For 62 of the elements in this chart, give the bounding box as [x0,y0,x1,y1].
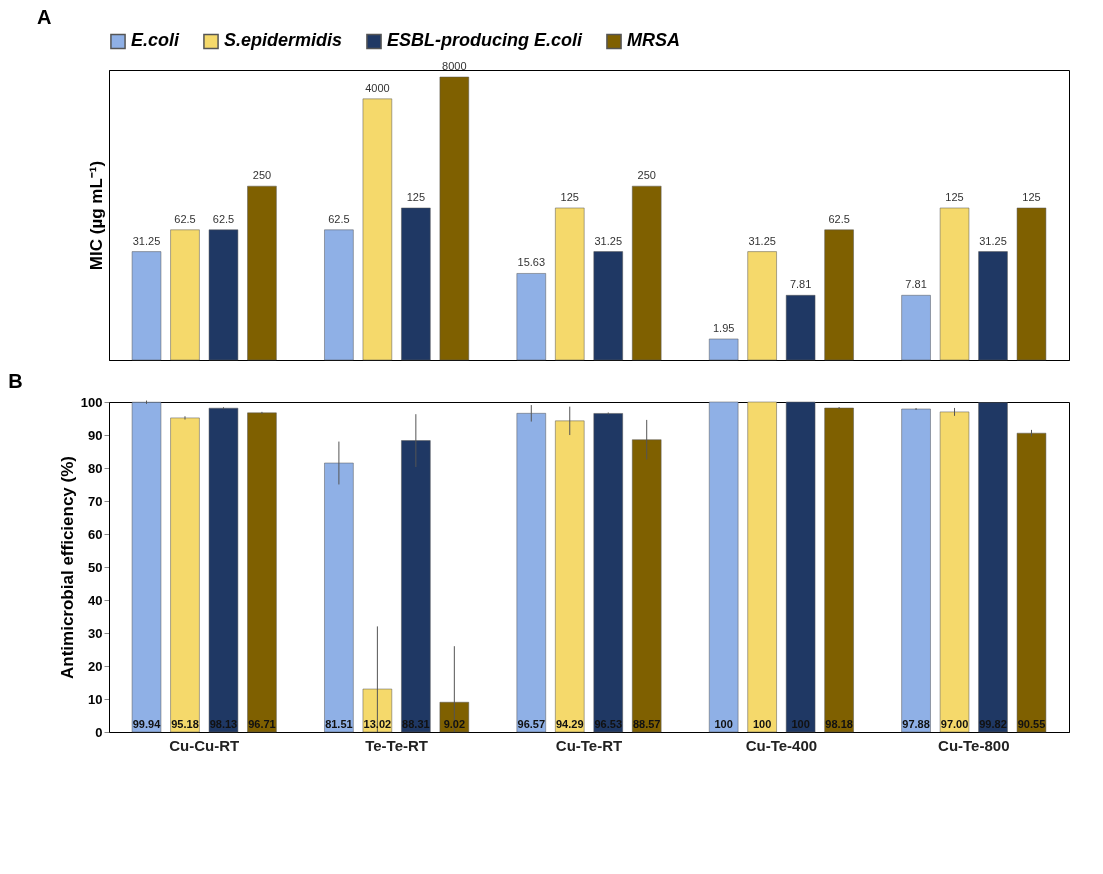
data-label: 99.94 [132,718,162,730]
data-label: 62.5 [328,212,350,225]
data-label: 96.57 [517,718,546,730]
data-label: 62.5 [174,212,196,225]
data-label: 97.00 [940,718,969,730]
legend-label: ESBL-producing E.coli [387,30,583,51]
data-label: 88.57 [632,718,661,730]
data-label: 31.25 [594,234,622,247]
data-label: 31.25 [979,234,1007,247]
data-label: 62.5 [212,212,235,225]
data-label: 250 [637,169,656,182]
y-tick-label: 0 [95,724,103,740]
data-label: 31.25 [132,234,161,247]
y-tick-label: 60 [88,526,103,542]
y-axis-title: Antimicrobial efficiency (%) [57,456,77,679]
data-label: 90.55 [1017,718,1046,730]
y-tick-label: 10 [88,691,103,707]
chart-title: B [8,370,23,392]
x-tick-label: Cu-Te-RT [555,736,623,754]
x-tick-label: Cu-Te-800 [938,736,1010,754]
data-label: 1.95 [712,321,735,334]
data-label: 8000 [442,60,467,73]
data-label: 100 [752,718,772,730]
data-label: 99.82 [979,718,1007,730]
y-tick-label: 100 [80,394,103,410]
y-tick-label: 80 [88,460,103,476]
chart-title: A [37,6,52,28]
data-label: 98.18 [825,718,853,730]
legend-label: MRSA [627,30,680,51]
data-label: 98.13 [209,718,238,730]
data-label: 97.88 [902,718,930,730]
data-label: 250 [252,169,272,182]
x-tick-label: Cu-Te-400 [745,736,818,754]
data-label: 31.25 [748,234,776,247]
data-label: 125 [560,190,579,203]
data-label: 4000 [365,81,390,94]
legend-label: S.epidermidis [224,30,343,51]
legend-label: E.coli [131,30,181,51]
data-label: 62.5 [828,212,850,225]
data-label: 100 [714,718,733,730]
y-tick-label: 40 [88,592,103,608]
data-label: 94.29 [556,718,584,730]
y-tick-label: 20 [88,658,103,674]
data-label: 96.53 [594,718,622,730]
data-label: 7.81 [905,278,927,291]
y-tick-label: 30 [88,625,103,641]
data-label: 88.31 [402,718,430,730]
y-tick-label: 70 [88,493,103,509]
y-tick-label: 50 [88,559,103,575]
data-label: 100 [791,718,810,730]
data-label: 125 [945,190,964,203]
y-axis-title: MIC (µg mL⁻¹) [86,160,106,271]
data-label: 7.81 [789,278,812,291]
data-label: 96.71 [248,718,276,730]
data-label: 81.51 [325,718,353,730]
data-label: 125 [1022,190,1041,203]
y-tick-label: 90 [88,427,103,443]
data-label: 95.18 [171,718,199,730]
x-tick-label: Cu-Cu-RT [169,736,240,754]
data-label: 15.63 [517,256,546,269]
data-label: 125 [406,190,426,203]
x-tick-label: Te-Te-RT [365,736,429,754]
